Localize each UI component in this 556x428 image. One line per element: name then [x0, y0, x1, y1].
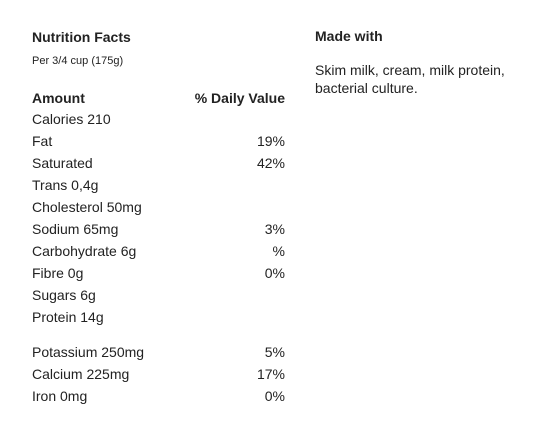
nutrient-percent: 17% [256, 366, 285, 382]
nutrient-name: Protein 14g [32, 309, 104, 325]
nutrient-percent: 0% [264, 265, 285, 281]
nutrient-name: Trans 0,4g [32, 177, 99, 193]
amount-header: Amount [32, 90, 85, 106]
nutrient-row-saturated: Saturated 42% [32, 152, 285, 174]
nutrient-row-iron: Iron 0mg 0% [32, 385, 285, 407]
nutrient-name: Calcium 225mg [32, 366, 130, 382]
nutrient-percent: 0% [264, 388, 285, 404]
nutrient-percent: % [272, 243, 285, 259]
nutrient-row-sodium: Sodium 65mg 3% [32, 218, 285, 240]
nutrient-name: Iron 0mg [32, 388, 88, 404]
nutrient-row-protein: Protein 14g [32, 306, 285, 328]
nutrient-row-cholesterol: Cholesterol 50mg [32, 196, 285, 218]
nutrient-name: Calories 210 [32, 111, 111, 127]
nutrient-list: Calories 210 Fat 19% Saturated 42% Trans… [32, 108, 285, 328]
nutrient-name: Sugars 6g [32, 287, 96, 303]
nutrient-name: Fat [32, 133, 53, 149]
ingredients-panel: Made with Skim milk, cream, milk protein… [315, 27, 545, 97]
ingredients-text: Skim milk, cream, milk protein, bacteria… [315, 62, 505, 96]
nutrient-name: Fibre 0g [32, 265, 84, 281]
nutrient-row-trans: Trans 0,4g [32, 174, 285, 196]
nutrient-percent: 42% [256, 155, 285, 171]
serving-size: Per 3/4 cup (175g) [32, 55, 124, 67]
nutrient-percent: 3% [264, 221, 285, 237]
nutrition-facts-title: Nutrition Facts [32, 29, 131, 45]
nutrient-name: Sodium 65mg [32, 221, 119, 237]
nutrient-row-fibre: Fibre 0g 0% [32, 262, 285, 284]
nutrient-percent: 19% [256, 133, 285, 149]
daily-value-header: % Daily Value [194, 90, 285, 106]
nutrient-row-fat: Fat 19% [32, 130, 285, 152]
nutrition-table-header: Amount % Daily Value [32, 89, 285, 107]
nutrient-row-calories: Calories 210 [32, 108, 285, 130]
nutrient-row-carbohydrate: Carbohydrate 6g % [32, 240, 285, 262]
nutrient-name: Saturated [32, 155, 93, 171]
nutrient-percent: 5% [264, 344, 285, 360]
made-with-title: Made with [315, 28, 383, 44]
nutrient-name: Cholesterol 50mg [32, 199, 142, 215]
nutrient-name: Carbohydrate 6g [32, 243, 137, 259]
nutrient-row-sugars: Sugars 6g [32, 284, 285, 306]
nutrient-row-calcium: Calcium 225mg 17% [32, 363, 285, 385]
nutrient-row-potassium: Potassium 250mg 5% [32, 341, 285, 363]
mineral-list: Potassium 250mg 5% Calcium 225mg 17% Iro… [32, 341, 285, 407]
nutrition-facts-panel: Nutrition Facts Per 3/4 cup (175g) Amoun… [32, 28, 285, 407]
nutrient-name: Potassium 250mg [32, 344, 145, 360]
